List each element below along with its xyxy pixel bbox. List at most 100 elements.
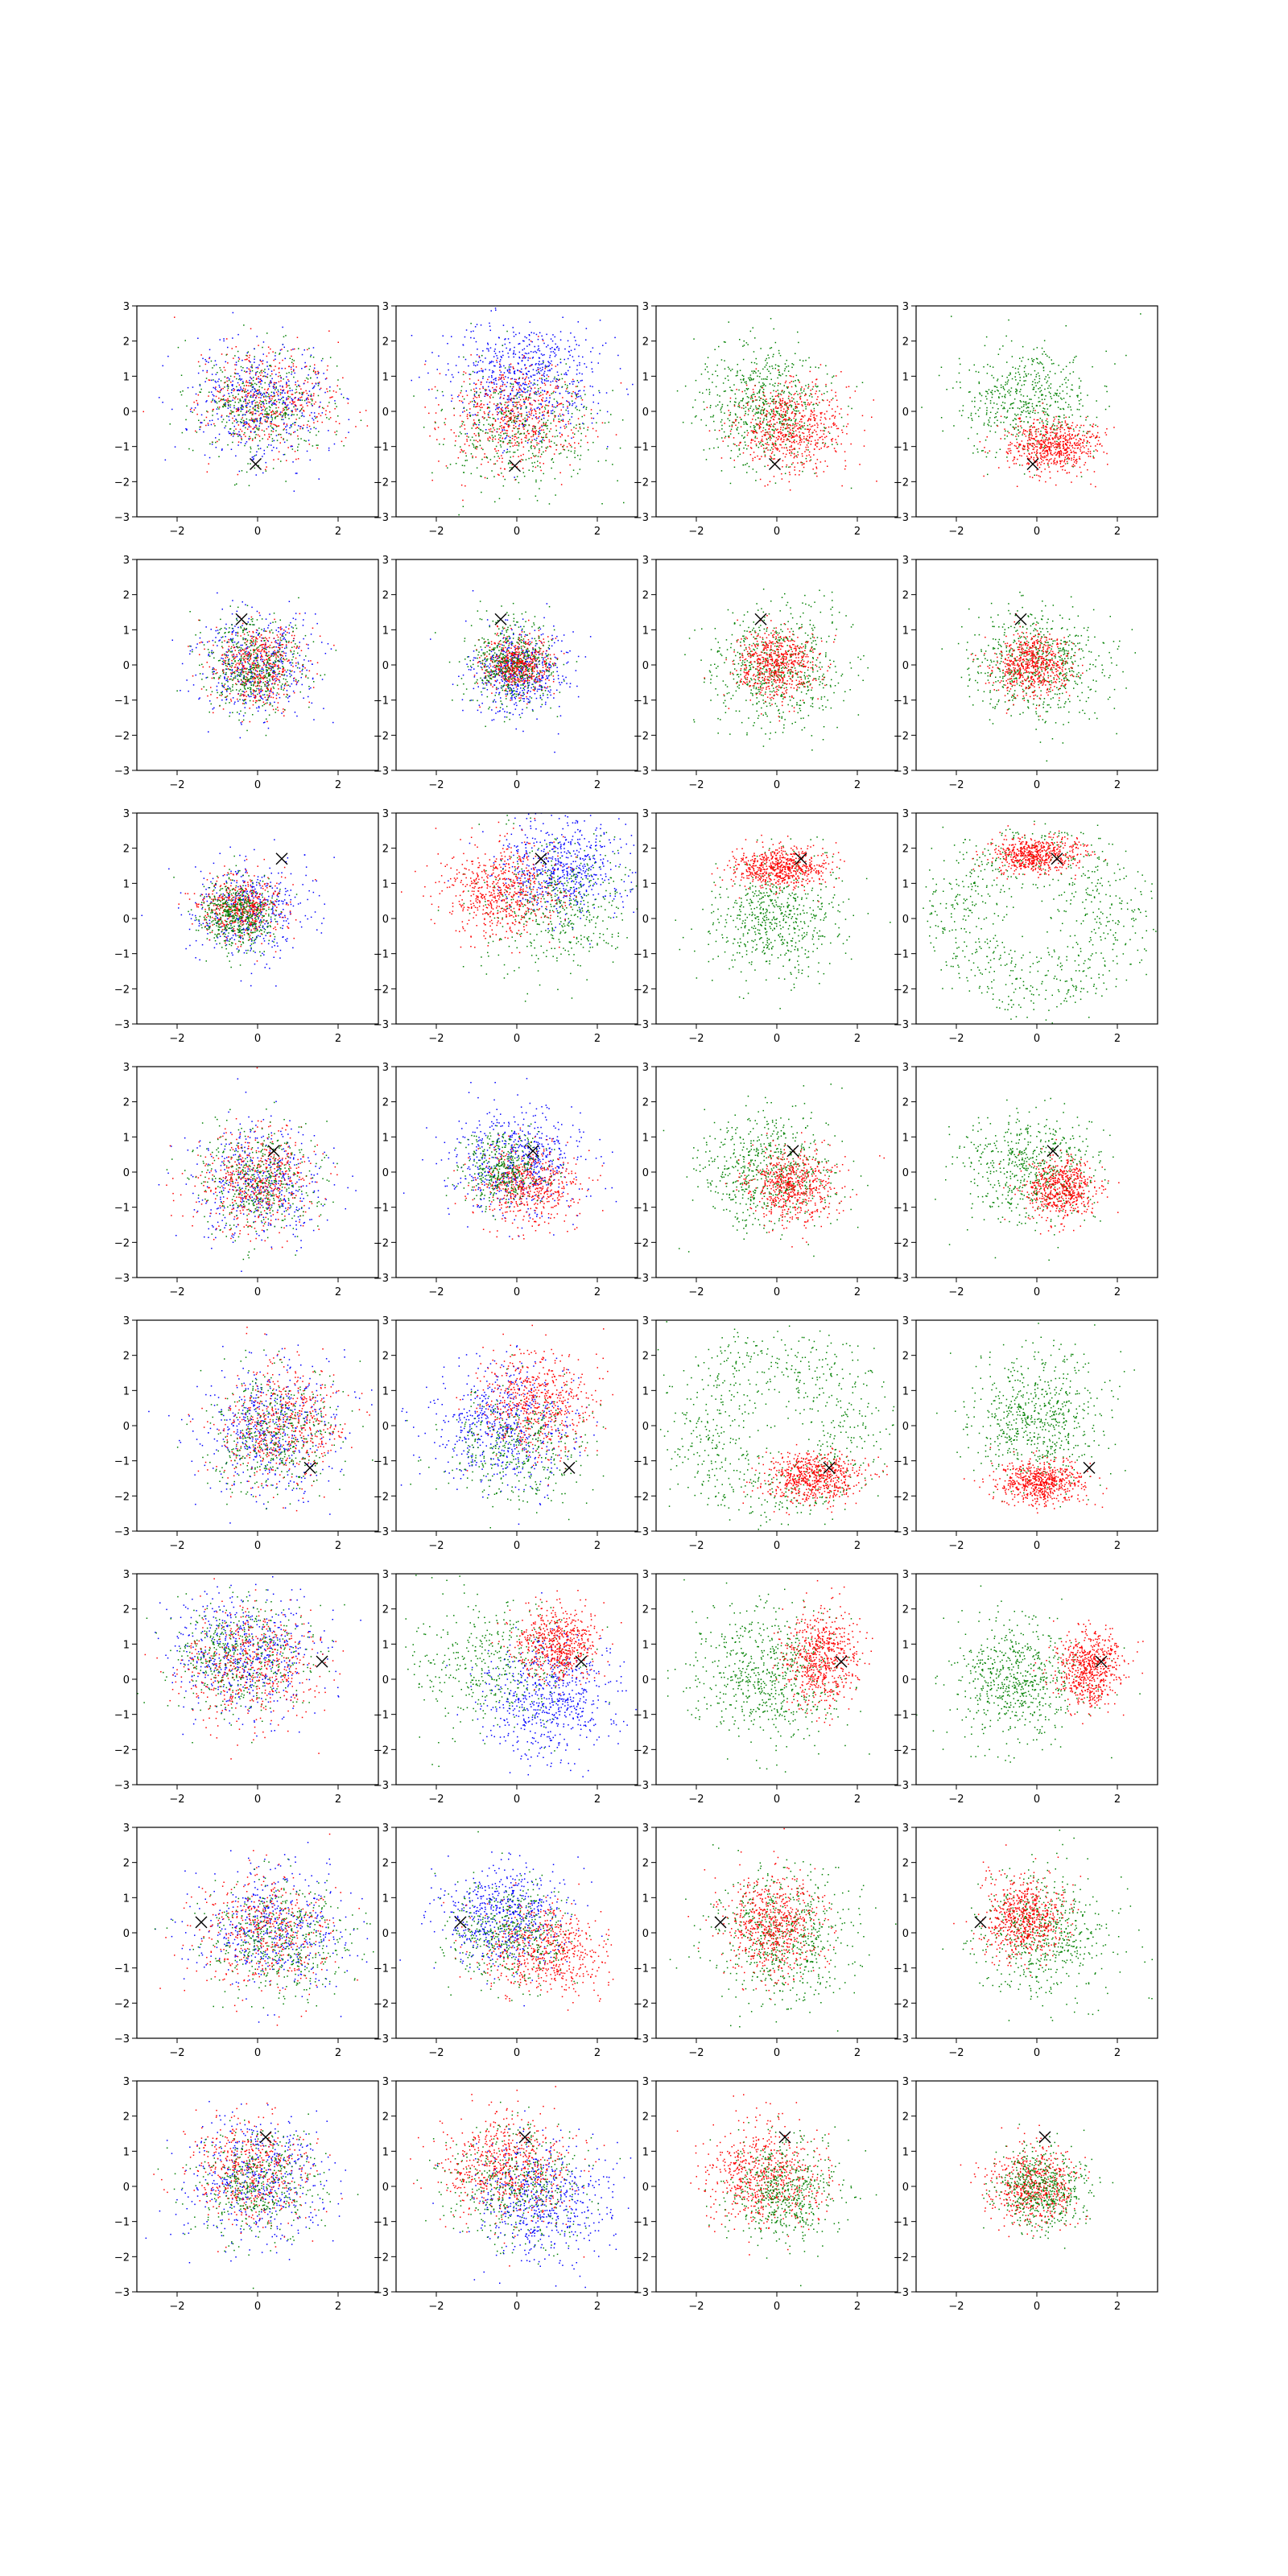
point-green (986, 410, 988, 411)
point-blue (543, 342, 545, 345)
point-blue (566, 374, 568, 376)
point-red (520, 415, 522, 418)
point-blue (529, 334, 530, 336)
point-red (500, 394, 502, 395)
point-red (559, 402, 562, 405)
point-blue (475, 365, 477, 367)
point-green (264, 410, 266, 411)
point-blue (242, 425, 244, 427)
point-red (287, 398, 288, 400)
point-blue (301, 368, 303, 369)
point-red (795, 406, 797, 408)
point-red (267, 438, 269, 440)
point-blue (542, 338, 543, 341)
point-green (729, 419, 731, 422)
point-green (779, 355, 782, 357)
point-green (727, 404, 729, 407)
point-blue (553, 406, 555, 408)
point-red (781, 473, 782, 475)
point-green (561, 386, 564, 388)
point-green (469, 439, 472, 441)
point-red (550, 428, 551, 430)
point-blue (498, 351, 501, 353)
point-red (516, 403, 518, 406)
point-green (1037, 382, 1038, 384)
point-red (515, 433, 517, 435)
point-blue (541, 381, 543, 383)
point-red (238, 408, 240, 411)
point-red (253, 427, 254, 430)
point-green (1045, 395, 1046, 397)
point-green (768, 437, 770, 440)
point-red (249, 402, 250, 403)
point-red (775, 448, 778, 450)
y-tick-label: 2 (123, 336, 130, 349)
point-green (783, 385, 785, 386)
point-blue (346, 398, 348, 399)
point-green (500, 403, 502, 406)
point-blue (546, 374, 548, 376)
point-red (804, 451, 806, 452)
point-blue (583, 390, 585, 392)
point-red (766, 431, 769, 433)
point-red (784, 401, 786, 402)
point-red (752, 457, 753, 460)
point-green (1037, 361, 1038, 364)
point-green (1021, 427, 1022, 429)
point-blue (266, 415, 268, 418)
point-red (516, 408, 518, 410)
point-blue (233, 432, 234, 434)
point-red (278, 381, 280, 382)
point-green (476, 391, 477, 393)
point-green (996, 452, 997, 453)
point-green (266, 411, 268, 413)
point-red (237, 410, 239, 412)
point-blue (518, 425, 520, 427)
point-red (799, 396, 801, 398)
point-red (740, 426, 742, 427)
point-green (1018, 365, 1021, 367)
point-red (816, 398, 818, 400)
point-red (546, 393, 547, 395)
point-blue (291, 398, 292, 399)
point-green (813, 403, 815, 405)
point-blue (543, 414, 544, 415)
point-red (835, 375, 837, 377)
point-red (245, 371, 247, 373)
point-green (444, 422, 445, 423)
point-blue (283, 441, 286, 444)
point-red (231, 411, 233, 413)
point-red (825, 436, 828, 437)
point-red (246, 407, 248, 408)
point-blue (473, 399, 475, 402)
point-red (801, 464, 803, 466)
point-green (988, 419, 989, 421)
point-green (1016, 438, 1018, 440)
point-green (275, 426, 278, 427)
point-red (555, 386, 557, 387)
point-red (434, 427, 436, 429)
point-blue (506, 369, 509, 371)
point-red (250, 426, 252, 427)
point-blue (473, 330, 474, 332)
point-red (195, 430, 196, 432)
point-red (246, 410, 248, 412)
point-green (360, 419, 362, 421)
point-green (795, 386, 797, 387)
point-red (529, 394, 530, 397)
point-red (255, 373, 257, 374)
point-green (1069, 373, 1071, 374)
point-red (275, 413, 277, 415)
point-green (1065, 325, 1067, 327)
point-green (962, 405, 964, 407)
point-red (494, 420, 497, 422)
point-green (295, 389, 297, 390)
point-red (791, 375, 792, 378)
point-red (239, 428, 242, 431)
point-green (505, 402, 506, 403)
point-blue (516, 394, 518, 395)
point-red (759, 422, 761, 423)
point-red (271, 395, 274, 398)
point-red (829, 418, 831, 420)
point-blue (284, 357, 286, 360)
